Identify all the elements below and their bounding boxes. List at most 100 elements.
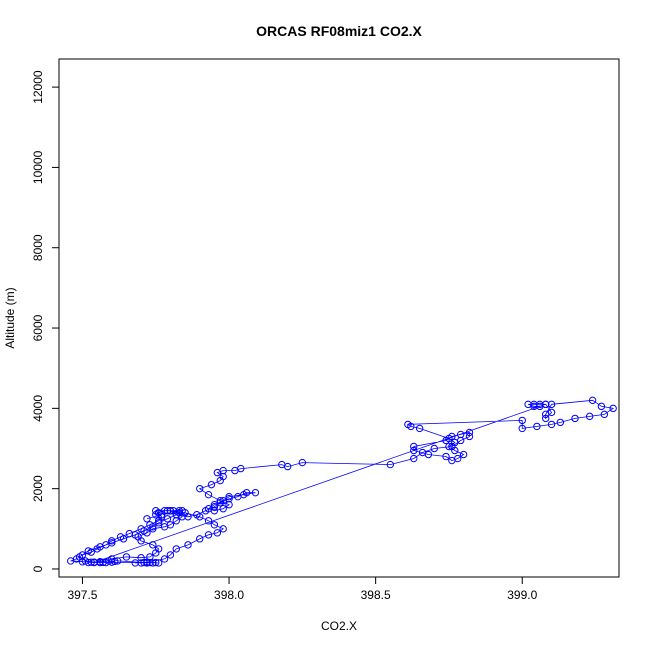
data-point [166,507,175,515]
data-point [465,432,474,441]
data-point [219,525,227,533]
chart-title: ORCAS RF08miz1 CO2.X [256,23,422,39]
data-point [149,525,157,533]
data-point [571,414,579,423]
data-point [166,521,175,529]
data-point [459,450,468,459]
data-point [102,558,110,567]
data-point [600,410,609,419]
data-point [547,408,556,417]
data-point [597,402,606,411]
x-tick-label: 398.5 [361,588,391,602]
data-point [204,490,213,499]
data-point [445,434,453,443]
data-point [152,511,160,519]
y-axis: 0 2000 4000 6000 8000 10000 12000 [31,70,59,572]
plot-frame [58,58,620,578]
y-tick-label: 6000 [31,314,45,341]
data-point [237,464,245,473]
data-point [210,521,219,529]
data-point [163,515,172,523]
data-point [518,424,526,433]
data-point [451,438,459,447]
data-point [283,462,292,471]
data-point [251,488,260,497]
y-axis-label: Altitude (m) [3,287,17,348]
data-point [442,452,450,461]
data-point [149,541,157,549]
series-points [67,396,617,567]
data-point [547,400,556,409]
data-point [547,420,556,429]
y-tick-label: 8000 [31,234,45,261]
data-point [166,551,175,559]
data-point [146,553,154,561]
y-tick-label: 10000 [31,150,45,184]
data-point [410,454,418,463]
data-point [108,555,116,563]
data-point [154,545,163,553]
data-point [410,446,418,455]
data-point [108,539,116,547]
data-point [96,558,104,567]
data-point [404,420,412,429]
data-point [298,458,307,467]
data-point [456,430,465,439]
data-point [430,444,438,453]
data-point [134,533,142,541]
data-point [152,558,160,567]
data-point [609,404,617,413]
data-point [424,450,433,459]
data-point [99,558,107,567]
data-point [90,558,98,567]
data-point [84,558,93,567]
data-point [219,505,227,513]
data-point [556,418,565,427]
x-tick-label: 399.0 [507,588,537,602]
data-point [465,428,474,437]
data-point [137,554,145,562]
y-tick-label: 12000 [31,70,45,104]
data-point [67,557,75,565]
data-point [196,484,204,493]
data-point [415,424,424,433]
data-point [169,507,178,515]
y-tick-label: 0 [31,565,45,572]
data-point [216,497,224,505]
x-tick-label: 397.5 [67,588,97,602]
series-line [70,399,615,564]
data-point [585,412,594,421]
data-point [154,517,163,525]
y-tick-label: 2000 [31,475,45,502]
data-point [146,558,154,567]
data-point [131,559,139,567]
data-point [172,545,180,553]
data-point [445,442,453,451]
data-point [451,446,459,455]
data-line [70,399,615,564]
data-point [518,416,526,425]
data-point [175,507,183,515]
data-point [207,480,216,489]
data-point [172,517,180,525]
data-point [204,531,213,539]
data-point [157,511,166,519]
data-point [588,396,597,405]
data-point [196,535,204,543]
data-point [454,454,462,463]
data-point [225,492,233,501]
data-point [108,537,116,545]
data-point [542,400,550,409]
data-point [154,519,163,527]
data-point [219,466,227,475]
x-axis: 397.5 398.0 398.5 399.0 [67,577,538,602]
data-point [96,543,104,551]
data-point [75,553,84,561]
data-point [542,414,550,423]
x-axis-label: CO2.X [321,619,357,633]
data-point [122,553,131,561]
data-point [225,501,233,509]
data-point [163,507,172,515]
data-point [143,529,151,537]
data-point [219,497,227,505]
